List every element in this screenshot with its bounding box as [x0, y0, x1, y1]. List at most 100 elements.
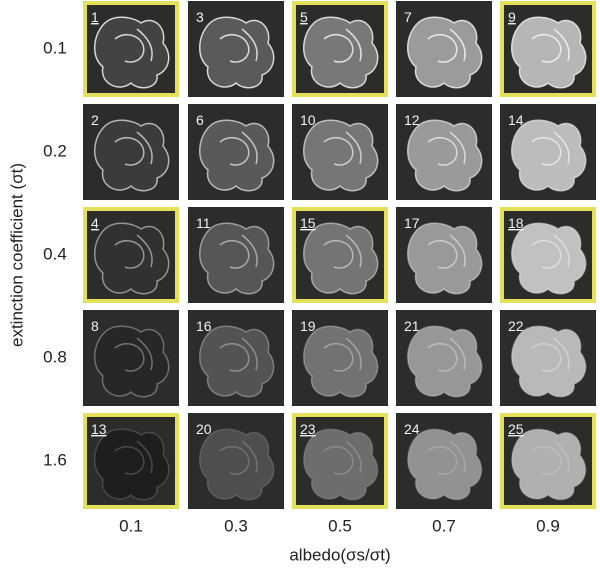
image-cell: 2: [83, 104, 179, 200]
cell-number: 6: [196, 112, 204, 128]
highlight-frame: [292, 207, 388, 303]
object-render: [94, 16, 170, 89]
cell-number: 7: [404, 9, 412, 25]
object-detail: [531, 131, 570, 166]
object-render: [199, 16, 275, 89]
image-cell: 23: [292, 413, 388, 509]
image-cell: 12: [396, 104, 492, 200]
image-cell: 25: [500, 413, 596, 509]
cell-number: 8: [91, 318, 99, 334]
object-render: [407, 16, 483, 89]
cell-number: 25: [508, 421, 524, 437]
image-cell: 15: [292, 207, 388, 303]
cell-number: 4: [91, 215, 99, 231]
column-label: 0.5: [328, 516, 352, 535]
object-detail: [323, 440, 362, 475]
object-detail: [323, 337, 362, 372]
object-render: [303, 16, 379, 89]
highlight-frame: [83, 413, 179, 509]
image-cell: 17: [396, 207, 492, 303]
cell-background: [83, 104, 179, 200]
object-detail: [427, 131, 466, 166]
object-render: [407, 428, 483, 501]
image-cell: 19: [292, 310, 388, 406]
cell-number: 12: [404, 112, 420, 128]
object-render: [94, 119, 170, 192]
object-detail: [114, 131, 153, 166]
cell-number: 3: [196, 9, 204, 25]
cell-number: 20: [196, 421, 212, 437]
image-cell: 9: [500, 1, 596, 97]
image-cell: 5: [292, 1, 388, 97]
object-render: [199, 325, 275, 398]
cell-number: 21: [404, 318, 420, 334]
cell-number: 14: [508, 112, 524, 128]
object-render: [303, 428, 379, 501]
row-label: 0.4: [43, 244, 67, 263]
object-detail: [219, 337, 258, 372]
object-detail: [427, 28, 466, 63]
object-detail: [114, 337, 153, 372]
image-cell: 8: [83, 310, 179, 406]
object-detail: [531, 337, 570, 372]
object-render: [199, 222, 275, 295]
column-label: 0.7: [432, 516, 456, 535]
object-detail: [114, 440, 153, 475]
object-render: [94, 325, 170, 398]
object-detail: [427, 337, 466, 372]
image-cell: 11: [188, 207, 284, 303]
object-detail: [219, 440, 258, 475]
cell-number: 23: [300, 421, 316, 437]
object-render: [303, 222, 379, 295]
cell-number: 10: [300, 112, 316, 128]
object-render: [511, 222, 587, 295]
object-render: [199, 428, 275, 501]
cell-number: 24: [404, 421, 420, 437]
cell-number: 2: [91, 112, 99, 128]
row-label: 0.2: [43, 141, 67, 160]
image-cell: 13: [83, 413, 179, 509]
object-render: [94, 428, 170, 501]
cell-number: 17: [404, 215, 420, 231]
image-cell: 4: [83, 207, 179, 303]
object-render: [407, 222, 483, 295]
highlight-frame: [83, 207, 179, 303]
highlight-frame: [500, 207, 596, 303]
object-render: [199, 119, 275, 192]
column-label: 0.1: [119, 516, 143, 535]
image-cell: 3: [188, 1, 284, 97]
object-detail: [427, 440, 466, 475]
highlight-frame: [500, 1, 596, 97]
image-cell: 10: [292, 104, 388, 200]
image-cell: 22: [500, 310, 596, 406]
cell-number: 13: [91, 421, 107, 437]
object-render: [511, 119, 587, 192]
object-detail: [531, 234, 570, 269]
object-render: [511, 428, 587, 501]
object-detail: [323, 234, 362, 269]
y-axis-label: extinction coefficient (σt): [7, 163, 26, 347]
object-render: [511, 16, 587, 89]
cell-number: 22: [508, 318, 524, 334]
column-label: 0.3: [224, 516, 248, 535]
image-cell: 18: [500, 207, 596, 303]
cell-number: 11: [196, 215, 211, 231]
object-render: [94, 222, 170, 295]
image-cell: 14: [500, 104, 596, 200]
cell-background: [83, 1, 179, 97]
cell-number: 1: [91, 9, 99, 25]
object-render: [407, 119, 483, 192]
column-label: 0.9: [536, 516, 560, 535]
image-cell: 16: [188, 310, 284, 406]
cell-number: 5: [300, 9, 308, 25]
object-detail: [427, 234, 466, 269]
object-detail: [114, 234, 153, 269]
row-label: 0.1: [43, 38, 67, 57]
image-cell: 1: [83, 1, 179, 97]
cell-number: 16: [196, 318, 212, 334]
highlight-frame: [500, 413, 596, 509]
row-label: 1.6: [43, 450, 67, 469]
image-cell: 20: [188, 413, 284, 509]
object-detail: [323, 131, 362, 166]
